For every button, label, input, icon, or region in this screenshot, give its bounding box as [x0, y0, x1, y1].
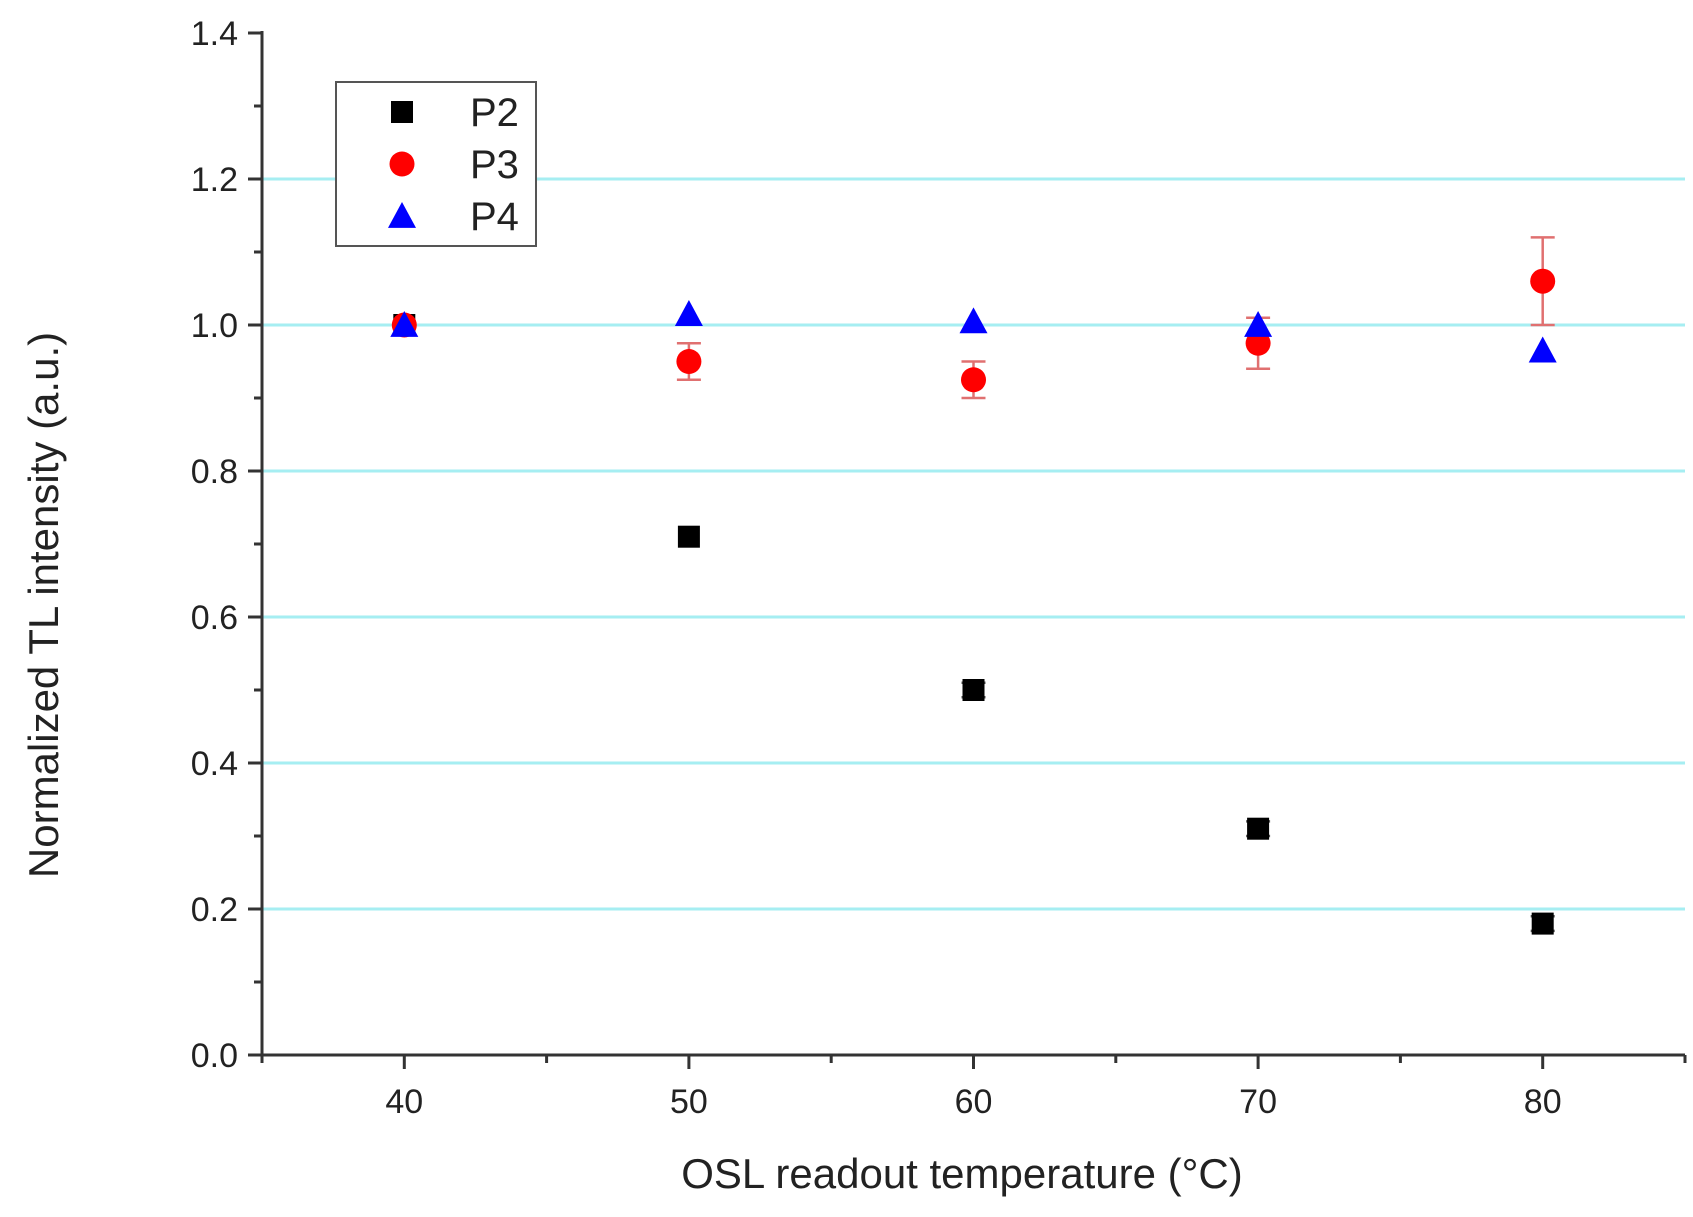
x-axis-title: OSL readout temperature (°C): [681, 1150, 1242, 1197]
y-tick-label: 0.8: [191, 453, 238, 491]
legend-label-p4: P4: [470, 195, 519, 239]
y-tick-label: 1.2: [191, 161, 238, 199]
y-tick-label: 0.2: [191, 891, 238, 929]
y-tick-label: 0.6: [191, 599, 238, 637]
axes: [248, 31, 1687, 1069]
point-p4: [1528, 336, 1557, 363]
legend-item-p2: P2: [391, 91, 519, 135]
point-p4: [674, 300, 703, 326]
point-p4: [1244, 311, 1273, 337]
legend-label-p3: P3: [470, 143, 519, 187]
legend-item-p3: P3: [389, 143, 519, 187]
y-tick-label: 0.0: [191, 1037, 238, 1075]
point-p3: [676, 349, 702, 374]
grid-lines: [262, 177, 1685, 911]
legend-item-p4: P4: [388, 195, 519, 239]
tick-labels: 0.0 0.2 0.4 0.6 0.8 1.0 1.2 1.4 40 50 60 70 80: [191, 15, 1562, 1121]
point-p2: [1531, 912, 1554, 935]
y-tick-label: 0.4: [191, 745, 238, 783]
point-p2: [962, 679, 985, 701]
x-tick-label: 70: [1239, 1083, 1277, 1121]
x-tick-label: 80: [1524, 1083, 1562, 1121]
legend-marker-p3: [389, 151, 415, 177]
legend-label-p2: P2: [470, 91, 519, 135]
point-p3: [1245, 330, 1271, 356]
point-p3: [1530, 268, 1556, 294]
x-tick-label: 40: [385, 1083, 423, 1121]
point-p4: [390, 311, 419, 337]
legend-box: [335, 81, 537, 247]
legend: P2 P3 P4: [335, 81, 537, 247]
y-tick-label: 1.4: [191, 15, 238, 53]
x-tick-label: 50: [670, 1083, 708, 1121]
error-bars: [676, 236, 1555, 933]
point-p3: [961, 367, 986, 393]
legend-marker-p2: [391, 101, 413, 123]
y-axis-title: Normalized TL intensity (a.u.): [20, 332, 67, 878]
legend-marker-p4: [388, 202, 416, 228]
point-p2: [677, 525, 700, 548]
data-points: [390, 268, 1557, 935]
point-p4: [959, 307, 988, 334]
point-p2: [1247, 817, 1270, 840]
x-tick-label: 60: [955, 1083, 993, 1121]
y-tick-label: 1.0: [191, 307, 238, 345]
